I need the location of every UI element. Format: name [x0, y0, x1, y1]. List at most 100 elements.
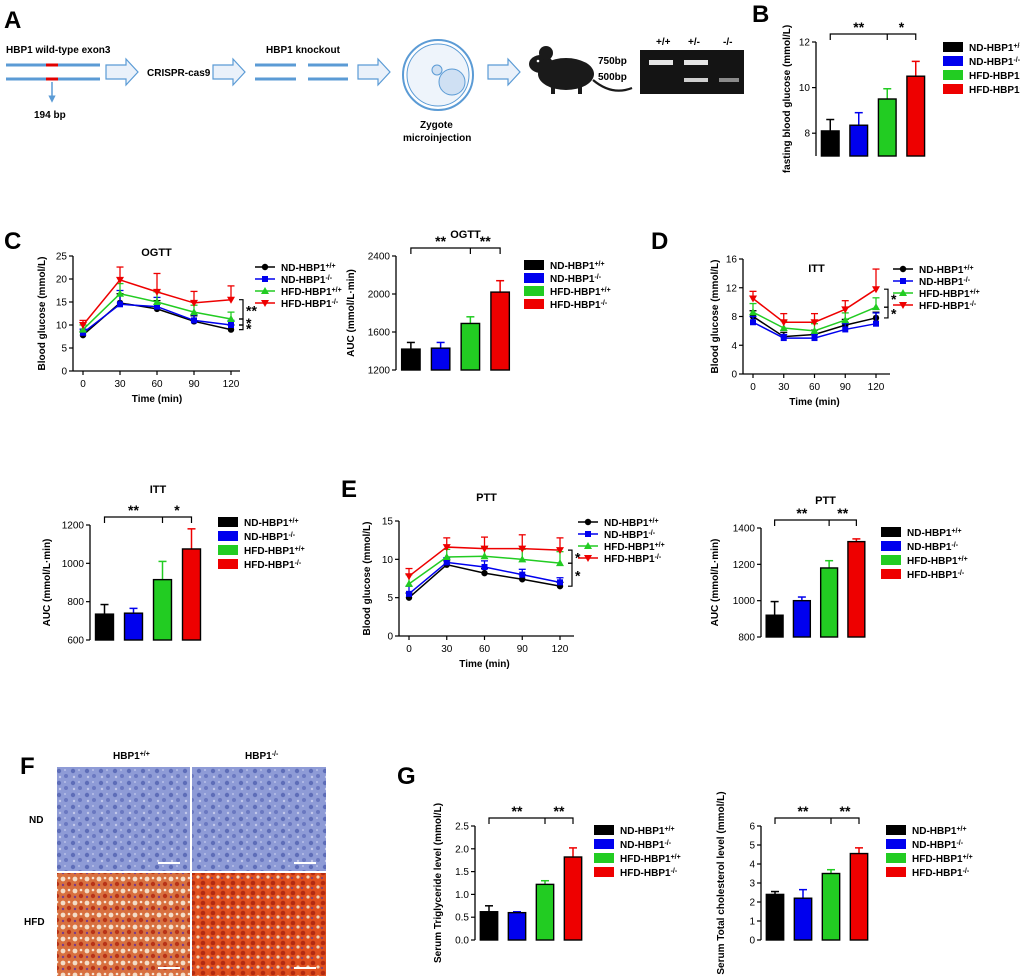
data-point — [750, 319, 756, 326]
legend-swatch — [594, 867, 614, 877]
x-axis-label: Time (min) — [132, 394, 182, 405]
legend-entry: HFD-HBP1+/+ — [244, 546, 305, 558]
legend-swatch — [886, 867, 906, 877]
significance-marker: ** — [128, 502, 139, 518]
legend-entry: ND-HBP1+/+ — [604, 518, 659, 530]
significance-marker: * — [174, 502, 180, 518]
legend-entry: ND-HBP1-/- — [244, 532, 296, 544]
legend-entry: ND-HBP1+/+ — [912, 826, 967, 838]
micrograph-nd-wt — [57, 767, 190, 871]
x-tick-label: 30 — [778, 382, 790, 393]
significance-bracket — [774, 817, 860, 824]
significance-marker: ** — [840, 803, 851, 819]
y-axis-label: AUC (mmol/L·min) — [710, 539, 721, 627]
significance-bracket — [884, 288, 889, 308]
data-point — [442, 544, 451, 552]
legend-swatch — [943, 56, 963, 66]
data-point — [556, 547, 564, 555]
legend-entry: HFD-HBP1-/- — [244, 560, 302, 572]
data-point — [154, 303, 160, 310]
legend-entry: ND-HBP1-/- — [604, 530, 656, 542]
data-point — [842, 326, 849, 333]
legend-marker — [584, 542, 592, 549]
data-point — [872, 286, 880, 294]
legend-swatch — [881, 527, 901, 537]
data-point — [811, 335, 818, 342]
legend-swatch — [524, 299, 544, 309]
chart-e-auc: PTT 800 1000 1200 1400 AUC (mmol/L·min) ** ** ND… — [710, 495, 968, 644]
x-tick-label: 120 — [223, 379, 240, 390]
x-tick-label: 60 — [151, 379, 163, 390]
y-axis-label: fasting blood glucose (mmol/L) — [782, 25, 793, 173]
significance-marker: ** — [554, 803, 565, 819]
y-tick-label: 1200 — [62, 521, 85, 532]
y-tick-label: 10 — [382, 555, 394, 566]
legend-entry: ND-HBP1-/- — [550, 274, 602, 286]
histology-row-nd: ND — [29, 815, 43, 826]
micrograph-hfd-wt — [57, 873, 190, 976]
y-tick-label: 20 — [56, 275, 68, 286]
crispr-label: CRISPR-cas9 — [147, 68, 211, 79]
bar — [535, 883, 555, 941]
y-tick-label: 3 — [749, 879, 755, 890]
chart-d-itt: ITT 0 4 8 12 16 Blood glucose (mmol/L) 0 30 60 90 1… — [710, 255, 980, 409]
legend-marker — [899, 289, 907, 296]
y-tick-label: 4 — [749, 860, 755, 871]
data-point — [153, 298, 161, 305]
y-tick-label: 2.0 — [455, 844, 469, 855]
panel-label-D: D — [651, 228, 668, 255]
legend-entry: ND-HBP1+/+ — [281, 263, 336, 275]
zygote-pronucleus-1 — [438, 68, 466, 96]
legend-swatch — [594, 839, 614, 849]
significance-marker: * — [575, 568, 581, 584]
x-tick-label: 0 — [80, 379, 86, 390]
legend-entry: HFD-HBP1+/+ — [912, 854, 973, 866]
significance-bracket — [568, 549, 573, 564]
x-tick-label: 90 — [840, 382, 852, 393]
significance-bracket — [239, 324, 244, 331]
bar — [849, 852, 869, 941]
y-axis-label: Blood glucose (mmol/L) — [710, 260, 721, 374]
legend-swatch — [218, 517, 238, 527]
data-point — [80, 329, 86, 336]
y-tick-label: 0 — [731, 370, 737, 381]
data-point — [227, 315, 235, 323]
data-point — [749, 295, 757, 303]
bar — [152, 578, 173, 641]
y-tick-label: 0.5 — [455, 913, 469, 924]
histology-col-wt: HBP1+/+ — [113, 751, 150, 763]
data-point — [780, 335, 787, 342]
legend-entry: ND-HBP1-/- — [969, 57, 1020, 69]
legend-entry: HFD-HBP1-/- — [919, 301, 977, 313]
bar — [94, 613, 115, 641]
data-point — [480, 545, 489, 553]
significance-marker: ** — [837, 505, 848, 521]
legend-marker — [262, 276, 268, 282]
legend-entry: HFD-HBP1+/+ — [604, 542, 665, 554]
bar — [849, 124, 869, 157]
x-tick-label: 30 — [114, 379, 126, 390]
significance-marker: * — [891, 291, 897, 307]
data-point — [480, 552, 489, 560]
legend-entry: HFD-HBP1+/+ — [919, 289, 980, 301]
mouse-icon — [529, 46, 633, 94]
y-tick-label: 1 — [749, 917, 755, 928]
y-tick-label: 0 — [61, 367, 67, 378]
scale-bar-1 — [158, 862, 180, 864]
bar — [479, 911, 499, 941]
data-point — [481, 569, 488, 577]
y-tick-label: 1400 — [733, 524, 756, 535]
x-tick-label: 90 — [517, 644, 529, 655]
data-point — [117, 301, 123, 308]
bar — [123, 612, 144, 641]
data-point — [810, 319, 819, 327]
gel-image — [640, 50, 744, 94]
band-500-label: 500bp — [598, 72, 627, 83]
legend-entry: ND-HBP1+/+ — [550, 261, 605, 273]
data-point — [228, 322, 234, 328]
chart-title: ITT — [808, 263, 825, 275]
data-point — [190, 299, 198, 307]
y-tick-label: 16 — [726, 255, 738, 266]
